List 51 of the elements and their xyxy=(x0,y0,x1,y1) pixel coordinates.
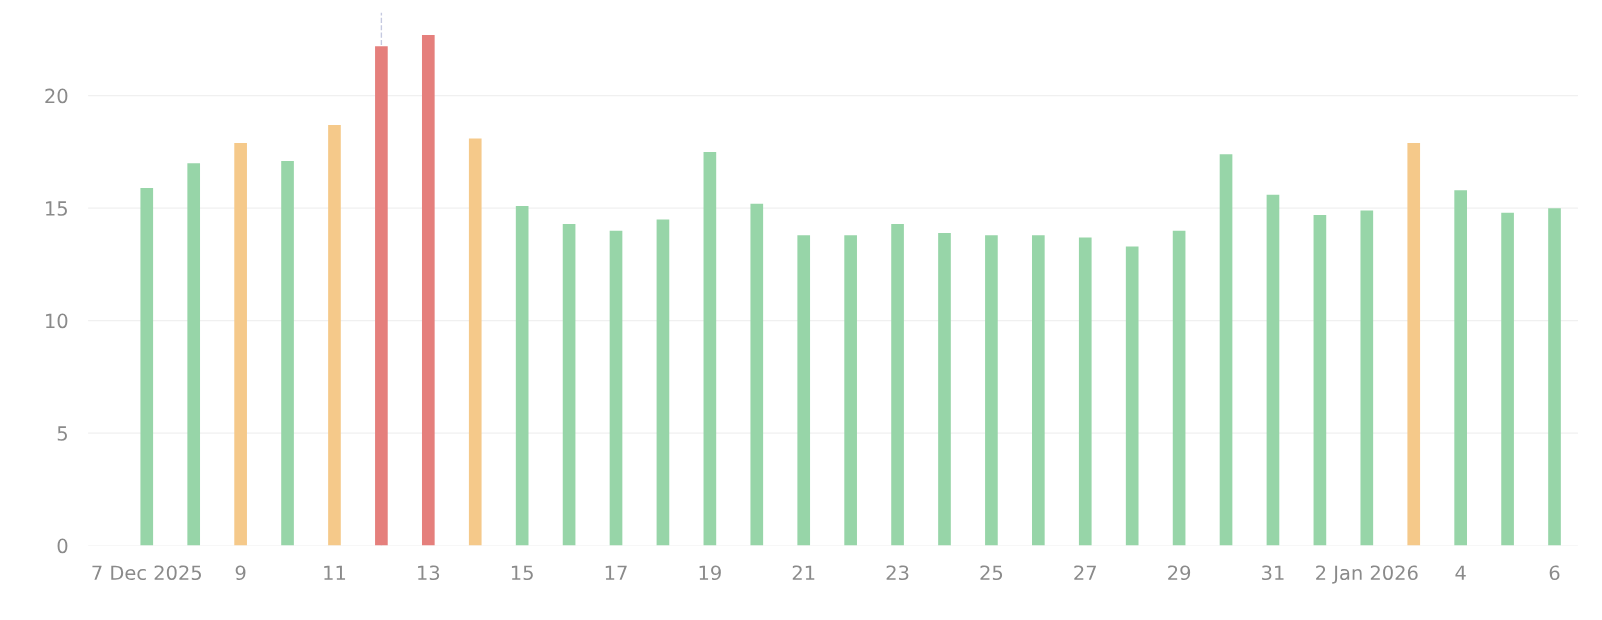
bar xyxy=(234,142,247,546)
bar xyxy=(562,223,576,546)
x-tick-label: 6 xyxy=(1549,565,1560,581)
bar xyxy=(985,235,998,546)
x-tick-label: 17 xyxy=(605,565,627,580)
x-tick-label: 25 xyxy=(980,565,1003,581)
bar xyxy=(703,151,717,546)
bar xyxy=(1548,208,1561,546)
y-tick-label: 20 xyxy=(45,88,68,104)
x-tick-label: 29 xyxy=(1168,565,1191,581)
y-tick-label: 10 xyxy=(46,313,68,329)
bar xyxy=(609,230,623,546)
bar xyxy=(1313,214,1327,546)
bar xyxy=(140,187,154,546)
bar xyxy=(1360,210,1374,546)
bar xyxy=(515,205,529,546)
bar xyxy=(328,124,341,546)
bar xyxy=(1501,212,1514,546)
bar xyxy=(187,163,201,546)
x-tick-label: 27 xyxy=(1074,565,1096,580)
x-tick-label: 23 xyxy=(886,565,909,581)
bar xyxy=(1454,190,1467,546)
y-tick-label: 5 xyxy=(57,426,67,441)
bar xyxy=(938,232,951,546)
x-tick-label: 31 xyxy=(1262,565,1284,581)
bar xyxy=(1125,246,1139,546)
x-tick-label: 11 xyxy=(324,565,346,580)
bar xyxy=(1078,237,1092,546)
x-tick-label: 21 xyxy=(792,565,815,580)
bar xyxy=(1219,154,1233,546)
x-tick-label: 15 xyxy=(511,565,533,581)
y-tick-label: 15 xyxy=(46,201,67,216)
x-tick-label: 19 xyxy=(699,565,721,581)
bar xyxy=(421,34,435,546)
bar xyxy=(797,235,811,546)
bar xyxy=(1172,230,1186,546)
x-tick-label: 2 Jan 2026 xyxy=(1316,565,1418,584)
x-tick-label: 9 xyxy=(235,565,246,581)
bar xyxy=(844,235,857,546)
x-tick-label: 4 xyxy=(1455,565,1466,580)
bar xyxy=(468,138,482,546)
bar xyxy=(281,160,294,546)
bar xyxy=(1266,194,1280,546)
bar xyxy=(891,223,904,546)
bar xyxy=(1407,142,1421,546)
bar xyxy=(656,219,670,546)
x-tick-label: 13 xyxy=(418,565,440,581)
bar xyxy=(750,203,764,546)
bar xyxy=(1032,235,1045,546)
x-tick-label: 7 Dec 2025 xyxy=(92,565,201,581)
y-tick-label: 0 xyxy=(57,538,68,554)
